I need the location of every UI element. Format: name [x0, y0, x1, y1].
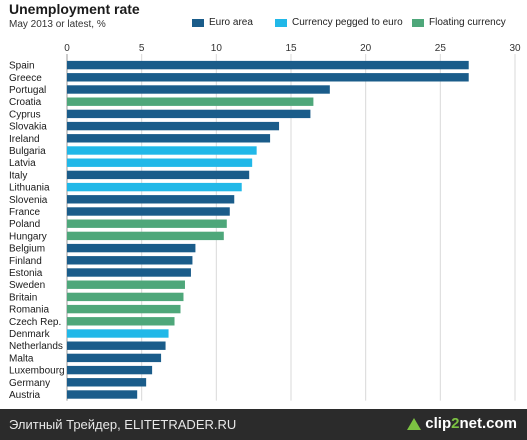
category-label-austria: Austria: [9, 390, 41, 401]
bar-portugal: [67, 85, 330, 94]
category-label-sweden: Sweden: [9, 280, 45, 291]
x-tick-label-25: 25: [435, 43, 447, 54]
bar-france: [67, 207, 230, 216]
category-label-netherlands: Netherlands: [9, 341, 63, 352]
bar-ireland: [67, 134, 271, 143]
category-label-spain: Spain: [9, 61, 35, 72]
bar-romania: [67, 304, 181, 314]
bar-italy: [67, 170, 250, 180]
bar-belgium: [67, 243, 196, 253]
category-label-estonia: Estonia: [9, 268, 43, 279]
x-tick-label-0: 0: [64, 43, 70, 54]
bar-bulgaria: [67, 146, 257, 155]
logo-two: 2: [451, 415, 460, 432]
category-label-greece: Greece: [9, 73, 42, 84]
chart-subtitle: May 2013 or latest, %: [9, 19, 106, 30]
logo-suffix: net.com: [459, 415, 517, 432]
x-tick-label-5: 5: [139, 43, 145, 54]
bar-austria: [67, 390, 138, 399]
category-label-portugal: Portugal: [9, 85, 46, 96]
bar-czech-rep: [67, 317, 175, 326]
x-tick-label-20: 20: [360, 43, 372, 54]
bar-hungary: [67, 231, 224, 241]
category-label-finland: Finland: [9, 256, 42, 267]
category-label-france: France: [9, 207, 41, 218]
bar-denmark: [67, 329, 169, 338]
category-label-denmark: Denmark: [9, 329, 51, 340]
legend-item-euro-area: Euro area: [192, 17, 253, 28]
legend-swatch-pegged: [275, 18, 287, 27]
footer-watermark-text: Элитный Трейдер, ELITETRADER.RU: [9, 417, 237, 432]
category-label-romania: Romania: [9, 305, 49, 316]
legend-swatch-euro-area: [192, 18, 204, 27]
category-label-slovakia: Slovakia: [9, 122, 47, 133]
category-label-czech-rep: Czech Rep.: [9, 317, 61, 328]
bar-estonia: [67, 268, 191, 277]
bar-germany: [67, 378, 147, 387]
bar-chart: 0 5 10 15 20 25 30 SpainGreecePortugalCroatiaCy…: [9, 43, 521, 401]
category-label-croatia: Croatia: [9, 97, 42, 108]
x-tick-label-10: 10: [211, 43, 223, 54]
category-label-germany: Germany: [9, 378, 50, 389]
upload-arrow-icon: [407, 417, 422, 430]
logo-prefix: clip: [425, 415, 452, 432]
legend-item-pegged: Currency pegged to euro: [275, 17, 403, 28]
legend-item-floating: Floating currency: [412, 17, 506, 28]
x-tick-label-30: 30: [509, 43, 521, 54]
category-label-cyprus: Cyprus: [9, 109, 41, 120]
bar-britain: [67, 292, 184, 302]
category-label-britain: Britain: [9, 292, 37, 303]
legend-label-pegged: Currency pegged to euro: [292, 17, 403, 28]
bar-luxembourg: [67, 365, 153, 375]
category-label-malta: Malta: [9, 353, 34, 364]
legend-label-floating: Floating currency: [429, 17, 506, 28]
bar-netherlands: [67, 341, 166, 350]
bar-spain: [67, 60, 469, 70]
bar-poland: [67, 219, 227, 228]
category-label-hungary: Hungary: [9, 231, 47, 242]
category-label-latvia: Latvia: [9, 158, 36, 169]
category-label-ireland: Ireland: [9, 134, 40, 145]
category-label-belgium: Belgium: [9, 244, 45, 255]
bar-slovakia: [67, 121, 280, 131]
bar-malta: [67, 353, 162, 363]
footer-bar: Элитный Трейдер, ELITETRADER.RU clip 2 net…: [0, 409, 527, 440]
category-label-slovenia: Slovenia: [9, 195, 48, 206]
category-label-poland: Poland: [9, 219, 40, 230]
bar-lithuania: [67, 182, 242, 192]
bar-latvia: [67, 158, 253, 167]
clip2net-logo: clip 2 net.com: [407, 415, 517, 432]
legend-swatch-floating: [412, 18, 424, 27]
bar-sweden: [67, 280, 185, 289]
bar-finland: [67, 256, 193, 265]
category-label-bulgaria: Bulgaria: [9, 146, 46, 157]
category-label-lithuania: Lithuania: [9, 183, 50, 194]
bar-cyprus: [67, 109, 311, 119]
bar-slovenia: [67, 195, 235, 204]
bar-greece: [67, 73, 469, 82]
legend-label-euro-area: Euro area: [209, 17, 253, 28]
category-label-italy: Italy: [9, 170, 27, 181]
x-tick-label-15: 15: [285, 43, 297, 54]
category-label-luxembourg: Luxembourg: [9, 366, 65, 377]
chart-title: Unemployment rate: [9, 1, 140, 17]
bar-croatia: [67, 97, 314, 106]
